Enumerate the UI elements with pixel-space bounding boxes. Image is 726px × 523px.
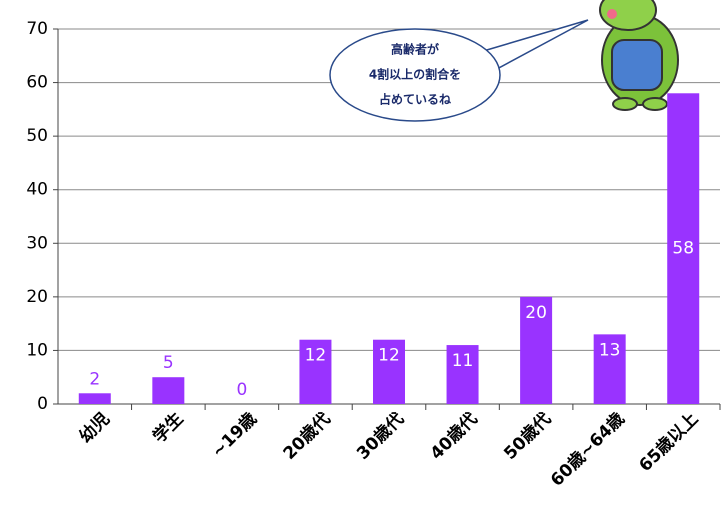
x-tick-label: 学生 <box>149 408 188 447</box>
bubble-text: 高齢者が <box>391 42 439 57</box>
data-label: 58 <box>672 239 694 259</box>
x-tick-label: ~19歳 <box>207 408 261 462</box>
x-tick-label: 40歳代 <box>426 408 482 464</box>
y-tick-label: 10 <box>26 340 48 360</box>
y-tick-label: 60 <box>26 73 48 93</box>
y-tick-label: 30 <box>26 233 48 253</box>
data-label: 20 <box>525 303 547 323</box>
mascot <box>599 0 679 111</box>
y-tick-label: 20 <box>26 287 48 307</box>
bar <box>373 339 405 404</box>
bubble-text: 占めているね <box>379 92 451 107</box>
data-label: 0 <box>236 380 247 400</box>
x-tick-label: 65歳以上 <box>635 408 703 476</box>
data-label: 11 <box>452 351 474 371</box>
bar <box>152 377 185 404</box>
y-tick-label: 0 <box>37 394 48 414</box>
y-tick-label: 70 <box>26 19 48 39</box>
bar <box>593 334 626 404</box>
x-tick-label: 20歳代 <box>279 408 335 464</box>
y-tick-label: 40 <box>26 180 48 200</box>
bar <box>78 393 111 404</box>
bar <box>446 345 479 404</box>
data-label: 13 <box>599 340 621 360</box>
data-label: 2 <box>89 369 100 389</box>
speech-bubble <box>329 19 589 122</box>
bar <box>667 93 700 405</box>
y-tick-label: 50 <box>26 126 48 146</box>
x-tick-label: 30歳代 <box>352 408 408 464</box>
x-tick-label: 幼児 <box>75 408 114 447</box>
data-label: 12 <box>305 346 327 366</box>
x-tick-label: 50歳代 <box>500 408 556 464</box>
bubble-text: 4割以上の割合を <box>369 67 461 82</box>
data-label: 12 <box>378 346 400 366</box>
bar <box>299 339 332 404</box>
x-tick-label: 60歳~64歳 <box>546 408 628 490</box>
data-label: 5 <box>163 353 174 373</box>
bar <box>520 296 553 404</box>
